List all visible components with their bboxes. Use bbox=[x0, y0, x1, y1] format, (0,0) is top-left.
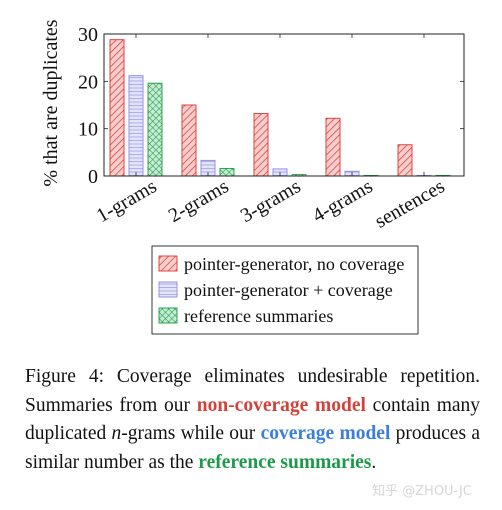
legend-box bbox=[151, 245, 419, 335]
legend-label: reference summaries bbox=[184, 306, 333, 326]
axes-frame bbox=[103, 33, 465, 177]
x-tick-label: 2-grams bbox=[165, 175, 233, 227]
bar-2-grams-series-3 bbox=[219, 167, 235, 177]
y-tick-label: 0 bbox=[88, 166, 98, 188]
legend-label: pointer-generator + coverage bbox=[184, 280, 393, 300]
bar-1-grams-series-1 bbox=[109, 39, 125, 177]
y-tick-label: 30 bbox=[78, 24, 98, 46]
legend: pointer-generator, no coverage pointer-ge… bbox=[151, 245, 419, 335]
legend-swatch bbox=[158, 307, 178, 324]
legend-swatch bbox=[158, 255, 178, 272]
y-tick-label: 10 bbox=[78, 119, 98, 141]
caption-reference: reference summaries bbox=[198, 451, 372, 473]
figure-caption: Figure 4: Coverage eliminates undesirabl… bbox=[25, 366, 481, 473]
x-tick-label: 4-grams bbox=[309, 175, 377, 227]
y-axis-ticks: 0 10 20 30 bbox=[78, 24, 464, 188]
legend-swatch bbox=[158, 281, 178, 298]
plot-area bbox=[103, 33, 465, 177]
caption-noncoverage: non-coverage model bbox=[196, 394, 366, 416]
x-tick-label: 1-grams bbox=[93, 175, 161, 227]
x-tick-label: 3-grams bbox=[237, 175, 305, 227]
legend-label: pointer-generator, no coverage bbox=[184, 254, 404, 274]
bar-2-grams-series-1 bbox=[181, 104, 197, 177]
caption-coverage: coverage model bbox=[260, 423, 391, 444]
bar-chart: 0 10 20 30 1-grams 2-grams 3-grams 4-gramssent… bbox=[40, 19, 465, 335]
bar-1-grams-series-2 bbox=[128, 75, 144, 177]
bar-4-grams-series-1 bbox=[325, 117, 341, 177]
bar-3-grams-series-1 bbox=[253, 113, 269, 177]
y-axis-label: % that are duplicates bbox=[40, 19, 62, 186]
y-tick-label: 20 bbox=[78, 71, 98, 93]
x-tick-label: sentences bbox=[371, 175, 449, 232]
bar-sentences-series-1 bbox=[397, 144, 413, 177]
bar-1-grams-series-3 bbox=[147, 82, 163, 177]
watermark: 知乎 @ZHOU-JC bbox=[372, 484, 472, 499]
